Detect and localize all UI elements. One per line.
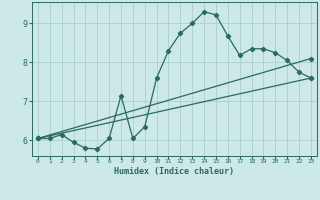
X-axis label: Humidex (Indice chaleur): Humidex (Indice chaleur) <box>115 167 234 176</box>
